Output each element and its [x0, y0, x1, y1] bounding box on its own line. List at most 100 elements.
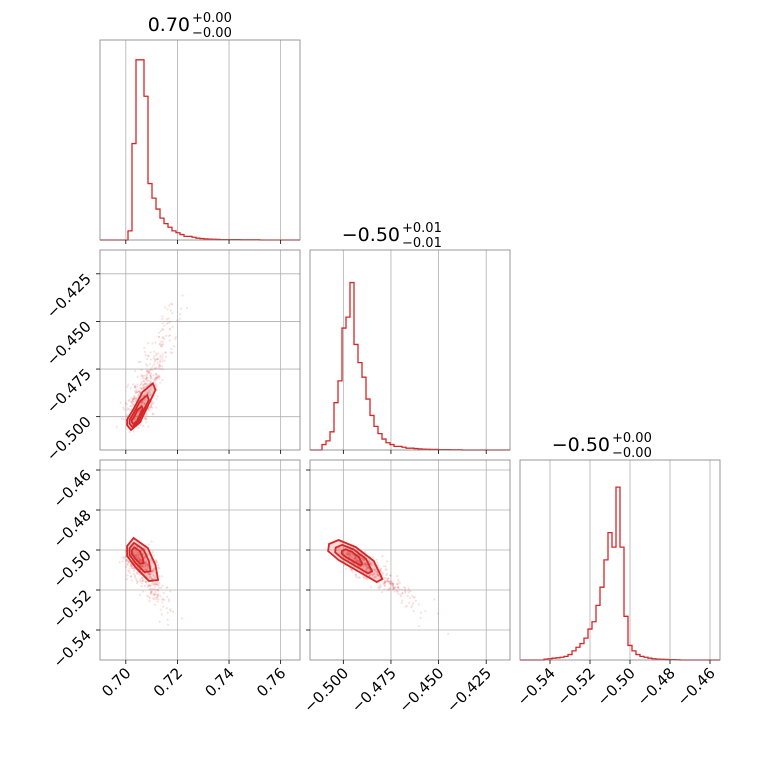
- scatter-point: [169, 590, 172, 593]
- scatter-point: [151, 570, 154, 573]
- x-tick-label: −0.450: [395, 664, 447, 716]
- y-tick-label: −0.500: [43, 413, 95, 465]
- x-tick-label: −0.500: [300, 664, 352, 716]
- scatter-point: [377, 565, 380, 569]
- scatter-point: [179, 317, 182, 320]
- scatter-point: [150, 404, 153, 407]
- scatter-point: [372, 571, 375, 574]
- scatter-point: [147, 584, 151, 587]
- scatter-point: [166, 618, 169, 621]
- scatter-point: [130, 397, 133, 400]
- scatter-point: [146, 369, 149, 373]
- scatter-point: [136, 572, 139, 575]
- scatter-point: [141, 564, 144, 567]
- scatter-point: [368, 559, 371, 563]
- scatter-point: [149, 585, 152, 588]
- scatter-point: [152, 570, 155, 573]
- scatter-point: [155, 583, 158, 586]
- scatter-point: [145, 385, 148, 388]
- scatter-point: [164, 351, 167, 354]
- scatter-point: [140, 565, 143, 568]
- scatter-point: [149, 368, 152, 371]
- scatter-point: [146, 371, 149, 374]
- scatter-point: [168, 334, 171, 337]
- y-tick-label: −0.46: [50, 466, 95, 511]
- scatter-point: [364, 562, 367, 565]
- scatter-point: [155, 377, 158, 380]
- scatter-point: [141, 565, 144, 568]
- scatter-point: [348, 552, 351, 555]
- scatter-point: [151, 402, 154, 405]
- scatter-point: [369, 573, 372, 576]
- x-tick-label: 0.70: [98, 664, 134, 700]
- scatter-point: [179, 313, 182, 316]
- scatter-point: [137, 554, 140, 557]
- scatter-point: [140, 386, 143, 389]
- scatter-point: [149, 375, 152, 379]
- scatter-point: [392, 584, 395, 588]
- scatter-point: [152, 593, 155, 596]
- scatter-point: [161, 597, 164, 600]
- scatter-point: [150, 381, 153, 384]
- scatter-point: [398, 581, 402, 584]
- scatter-point: [150, 589, 153, 592]
- scatter-point: [135, 550, 138, 553]
- scatter-point: [137, 426, 140, 430]
- scatter-point: [371, 573, 374, 576]
- scatter-point: [134, 397, 137, 400]
- scatter-point: [366, 565, 369, 568]
- scatter-point: [377, 574, 380, 577]
- scatter-point: [150, 593, 153, 596]
- scatter-point: [140, 560, 143, 563]
- scatter-point: [151, 365, 154, 368]
- scatter-point: [158, 377, 161, 380]
- scatter-point: [381, 572, 384, 575]
- scatter-point: [143, 383, 146, 386]
- scatter-point: [138, 390, 141, 393]
- scatter-point: [365, 563, 368, 567]
- scatter-point: [156, 588, 159, 591]
- scatter-point: [145, 376, 148, 380]
- scatter-point: [164, 351, 168, 354]
- scatter-point: [376, 572, 379, 575]
- scatter-point: [402, 586, 405, 589]
- scatter-point: [149, 584, 152, 587]
- panel-frame: [99, 39, 301, 241]
- scatter-point: [378, 587, 381, 590]
- scatter-point: [135, 554, 138, 557]
- scatter-point: [128, 430, 131, 434]
- scatter-point: [137, 389, 140, 393]
- scatter-point: [143, 350, 146, 353]
- scatter-point: [128, 567, 131, 570]
- scatter-point: [152, 573, 155, 577]
- scatter-point: [143, 401, 146, 404]
- scatter-point: [161, 358, 164, 361]
- scatter-point: [151, 578, 154, 581]
- scatter-point: [128, 569, 131, 573]
- scatter-point: [376, 561, 379, 564]
- scatter-point: [370, 586, 373, 589]
- scatter-point: [158, 360, 161, 363]
- scatter-point: [118, 561, 121, 564]
- scatter-point: [140, 585, 143, 588]
- scatter-point: [143, 402, 147, 405]
- scatter-point: [149, 393, 152, 396]
- scatter-point: [160, 575, 164, 578]
- scatter-point: [161, 322, 164, 325]
- scatter-point: [155, 372, 158, 375]
- scatter-point: [140, 402, 143, 406]
- scatter-point: [364, 561, 367, 564]
- panel-frame: [99, 249, 301, 451]
- scatter-point: [346, 553, 350, 557]
- scatter-point: [345, 553, 348, 556]
- scatter-point: [405, 605, 408, 608]
- scatter-point: [141, 401, 144, 404]
- scatter-point: [158, 335, 161, 338]
- scatter-point: [150, 388, 153, 392]
- scatter-point: [147, 370, 151, 373]
- scatter-point: [174, 337, 177, 340]
- scatter-point: [133, 385, 136, 389]
- scatter-point: [160, 586, 163, 589]
- scatter-point: [127, 561, 130, 564]
- scatter-point: [387, 577, 390, 580]
